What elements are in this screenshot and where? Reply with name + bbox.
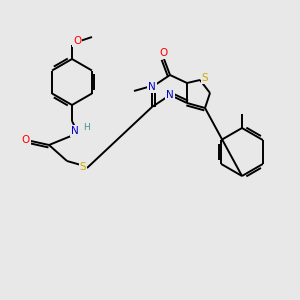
Text: O: O (160, 48, 168, 58)
Text: N: N (166, 90, 174, 100)
Text: H: H (82, 124, 89, 133)
Text: S: S (202, 73, 208, 83)
Text: N: N (71, 126, 79, 136)
Text: O: O (73, 36, 81, 46)
Text: O: O (22, 135, 30, 145)
Text: S: S (80, 162, 86, 172)
Text: N: N (148, 82, 156, 92)
